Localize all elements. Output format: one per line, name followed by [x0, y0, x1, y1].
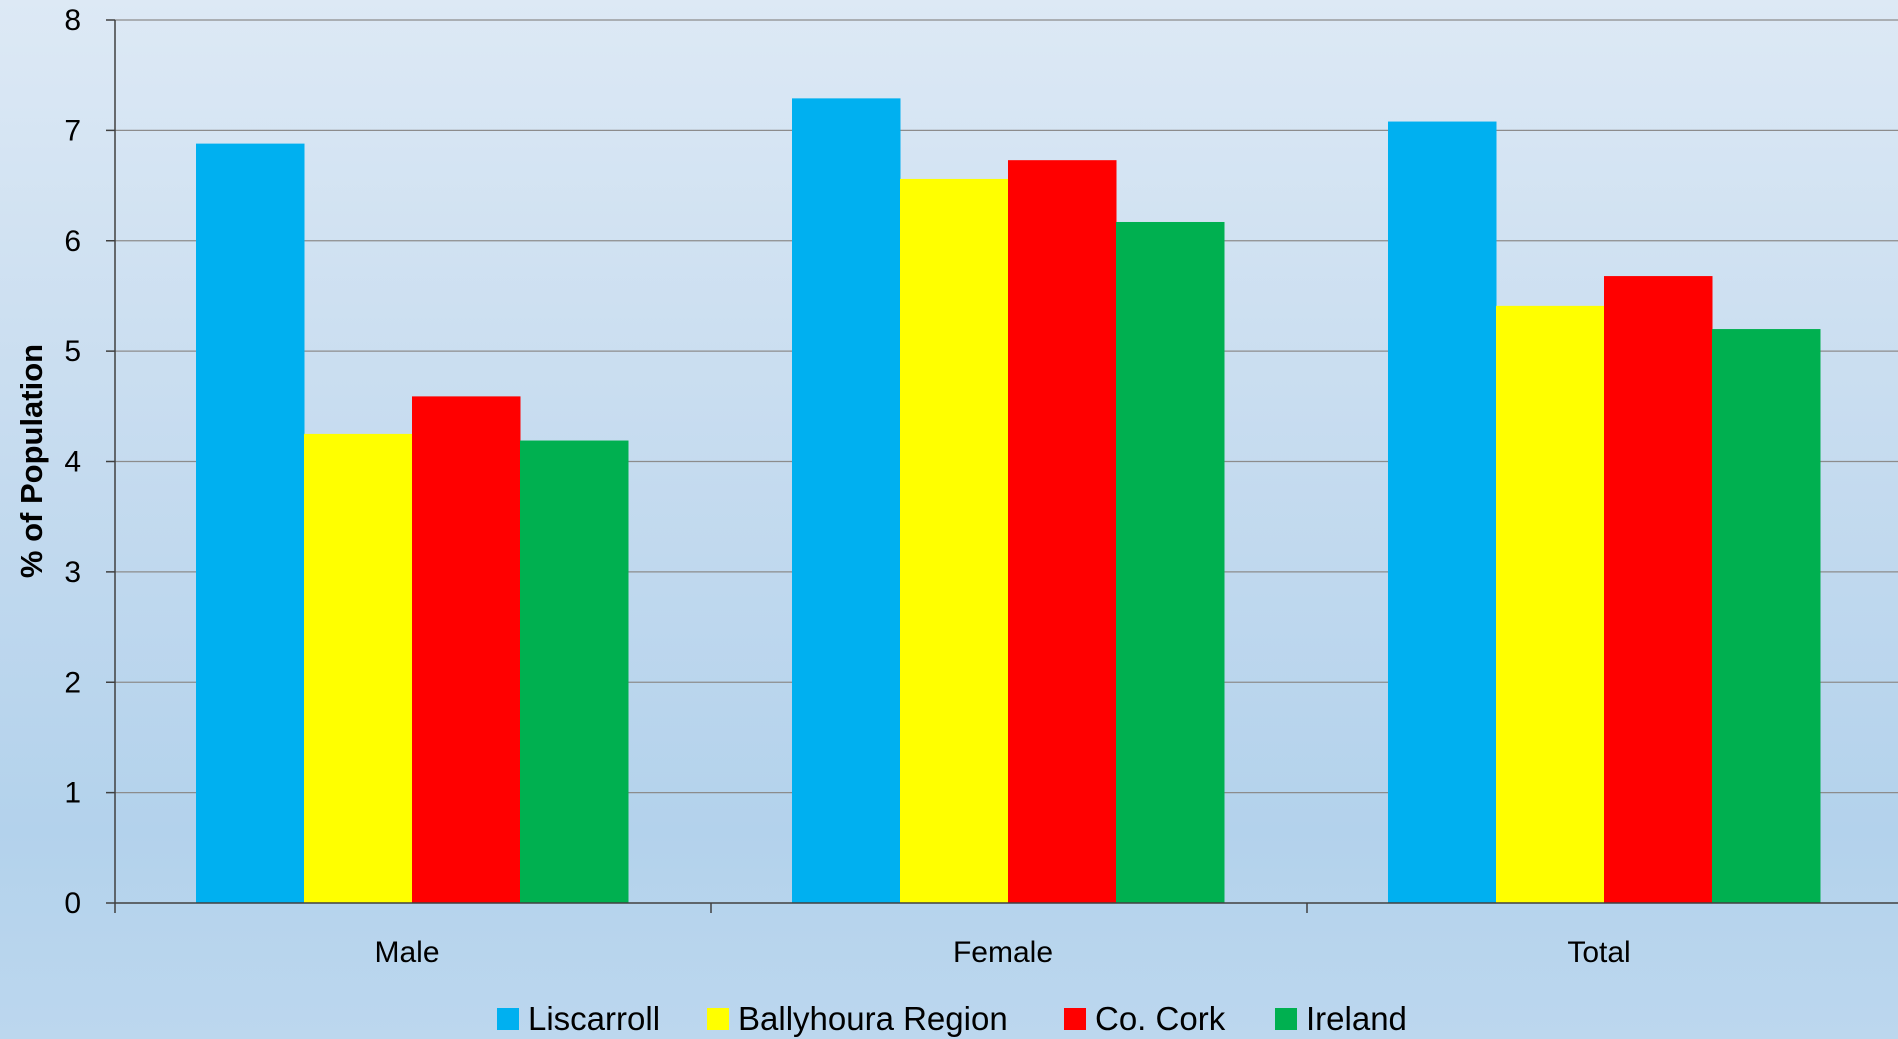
bar-ballyhoura-region-male — [304, 433, 413, 903]
legend-swatch — [1064, 1008, 1086, 1030]
y-tick-label: 5 — [64, 335, 81, 368]
y-axis-title: % of Population — [14, 344, 49, 578]
legend-item: Co. Cork — [1064, 1000, 1226, 1037]
y-tick-label: 4 — [64, 446, 81, 479]
bar-ireland-female — [1116, 221, 1225, 903]
y-tick-label: 1 — [64, 777, 81, 810]
x-tick-labels: Male Female Total — [374, 936, 1630, 969]
legend-swatch — [497, 1008, 519, 1030]
x-tick-label: Male — [374, 936, 439, 969]
bar-ballyhoura-region-total — [1496, 305, 1605, 904]
legend-swatch — [707, 1008, 729, 1030]
bar-ballyhoura-region-female — [900, 178, 1009, 903]
y-tick-label: 2 — [64, 666, 81, 699]
bar-co-cork-female — [1008, 160, 1117, 903]
legend: Liscarroll Ballyhoura Region Co. Cork Irela… — [497, 1000, 1407, 1037]
bar-ireland-male — [520, 440, 629, 903]
y-tick-label: 8 — [64, 4, 81, 37]
legend-label: Liscarroll — [528, 1000, 660, 1037]
bar-co-cork-male — [412, 396, 521, 903]
bar-co-cork-total — [1604, 276, 1713, 903]
x-tick-label: Female — [953, 936, 1053, 969]
legend-item: Ireland — [1275, 1000, 1407, 1037]
x-tick-label: Total — [1567, 936, 1630, 969]
bar-liscarroll-male — [196, 143, 305, 903]
y-tick-label: 6 — [64, 225, 81, 258]
y-tick-label: 3 — [64, 556, 81, 589]
y-tick-label: 7 — [64, 114, 81, 147]
legend-label: Ireland — [1306, 1000, 1407, 1037]
bars — [196, 98, 1821, 904]
y-tick-label: 0 — [64, 887, 81, 920]
bar-ireland-total — [1712, 329, 1821, 903]
bar-liscarroll-total — [1388, 121, 1497, 904]
axes — [106, 19, 1898, 913]
legend-item: Liscarroll — [497, 1000, 660, 1037]
legend-swatch — [1275, 1008, 1297, 1030]
legend-label: Co. Cork — [1095, 1000, 1226, 1037]
bar-liscarroll-female — [792, 98, 901, 903]
y-tick-labels: 0 1 2 3 4 5 6 7 8 — [64, 4, 81, 920]
legend-item: Ballyhoura Region — [707, 1000, 1008, 1037]
legend-label: Ballyhoura Region — [738, 1000, 1008, 1037]
